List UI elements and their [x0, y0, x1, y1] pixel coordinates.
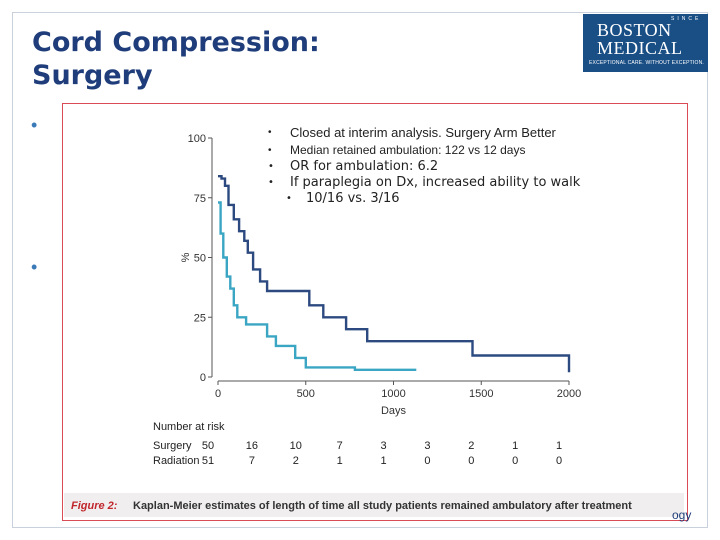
y-tick-label: 0: [200, 372, 206, 384]
caption-text: Kaplan-Meier estimates of length of time…: [133, 500, 632, 512]
caption-label: Figure 2:: [71, 500, 118, 512]
y-tick-label: 75: [194, 193, 206, 205]
finding-1-text: Closed at interim analysis. Surgery Arm …: [290, 125, 556, 140]
bullet-dot: •: [268, 145, 272, 156]
finding-4-sub: • 10/16 vs. 3/16: [268, 191, 580, 207]
y-tick-label: 25: [194, 312, 206, 324]
risk-cell: 0: [512, 455, 518, 467]
slide-frame: [12, 12, 708, 528]
finding-3: • OR for ambulation: 6.2: [268, 159, 580, 175]
risk-cell: 1: [380, 455, 386, 467]
risk-cell: 16: [246, 440, 258, 452]
finding-4-sub-text: 10/16 vs. 3/16: [306, 191, 400, 206]
y-tick-label: 50: [194, 253, 206, 265]
finding-3-text: OR for ambulation: 6.2: [290, 159, 439, 174]
slide-bullet-1: •: [31, 115, 38, 135]
bullet-dot: •: [286, 193, 292, 204]
x-tick-label: 1000: [381, 388, 405, 400]
title-line-2: Surgery: [32, 60, 153, 91]
risk-cell: 1: [556, 440, 562, 452]
logo-line-2: MEDICAL: [597, 38, 683, 58]
key-findings-list: • Closed at interim analysis. Surgery Arm…: [268, 124, 580, 207]
slide-bullet-2: •: [31, 257, 38, 277]
risk-cell: 51: [202, 455, 214, 467]
series-line-radiation: [218, 201, 417, 371]
x-tick-label: 1500: [469, 388, 493, 400]
risk-cell: 1: [337, 455, 343, 467]
risk-cell: 50: [202, 440, 214, 452]
y-tick-label: 100: [188, 133, 206, 145]
risk-cell: 2: [293, 455, 299, 467]
risk-row-label: Surgery: [153, 440, 192, 452]
logo-line-1: BOSTON: [597, 20, 672, 40]
finding-4: • If paraplegia on Dx, increased ability …: [268, 175, 580, 191]
risk-cell: 0: [468, 455, 474, 467]
bullet-dot: •: [268, 161, 274, 172]
risk-cell: 7: [249, 455, 255, 467]
risk-cell: 10: [290, 440, 302, 452]
x-tick-label: 0: [215, 388, 221, 400]
bullet-dot: •: [268, 127, 272, 138]
risk-cell: 1: [512, 440, 518, 452]
risk-row-label: Radiation: [153, 455, 199, 467]
risk-cell: 0: [424, 455, 430, 467]
bullet-dot: •: [268, 177, 274, 188]
series-line-surgery: [218, 175, 571, 373]
finding-2-text: Median retained ambulation: 122 vs 12 da…: [290, 143, 526, 157]
risk-cell: 3: [380, 440, 386, 452]
x-axis-label: Days: [381, 405, 407, 417]
finding-2: • Median retained ambulation: 122 vs 12 d…: [268, 142, 580, 159]
boston-medical-logo: SINCE BOSTON MEDICAL EXCEPTIONAL CARE. W…: [583, 14, 708, 72]
logo-tagline: EXCEPTIONAL CARE. WITHOUT EXCEPTION.: [589, 60, 704, 66]
risk-cell: 7: [337, 440, 343, 452]
footer-fragment: ogy: [672, 508, 692, 522]
risk-cell: 3: [424, 440, 430, 452]
finding-1: • Closed at interim analysis. Surgery Arm…: [268, 124, 580, 142]
kaplan-meier-figure: 0 25 50 75 100 0 500 1000 1500 2000 Days% Number a…: [62, 103, 688, 521]
risk-cell: 2: [468, 440, 474, 452]
x-tick-label: 2000: [557, 388, 581, 400]
finding-4-text: If paraplegia on Dx, increased ability t…: [290, 175, 581, 190]
slide-title: Cord Compression: Surgery: [32, 26, 320, 92]
title-line-1: Cord Compression:: [32, 27, 320, 58]
y-axis-label: %: [180, 252, 192, 262]
risk-table-title: Number at risk: [153, 421, 225, 433]
risk-cell: 0: [556, 455, 562, 467]
x-tick-label: 500: [297, 388, 315, 400]
caption-bar: [64, 493, 684, 517]
logo-since: SINCE: [671, 16, 702, 22]
